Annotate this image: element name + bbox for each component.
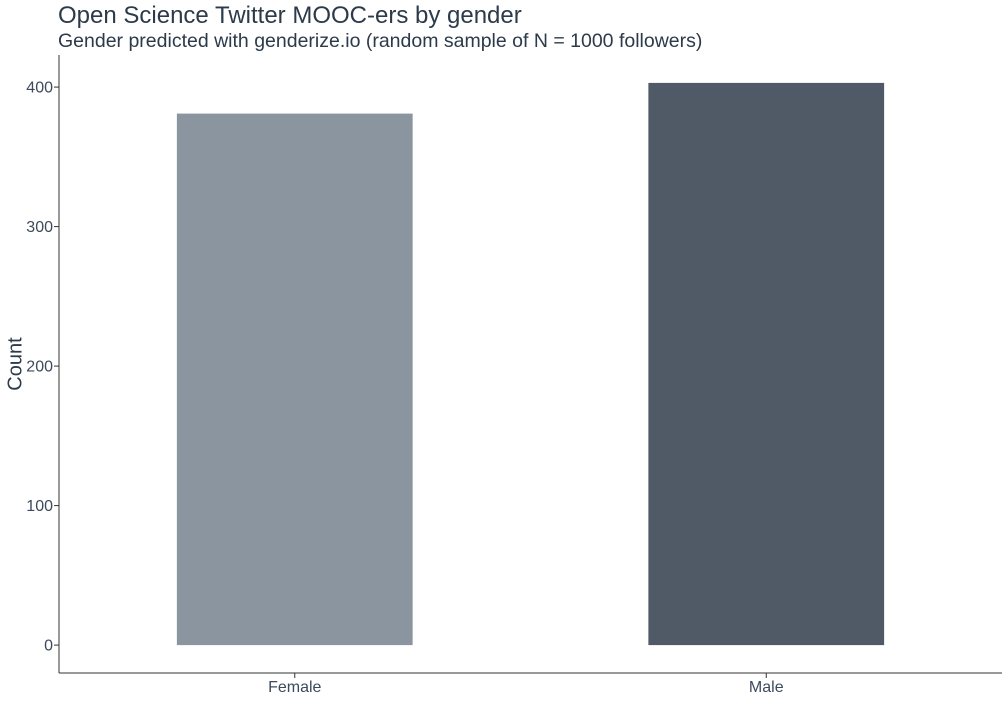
- y-tick-label: 100: [26, 498, 53, 515]
- chart-title: Open Science Twitter MOOC-ers by gender: [58, 2, 522, 29]
- chart-subtitle: Gender predicted with genderize.io (rand…: [58, 30, 703, 52]
- x-tick-label: Male: [749, 679, 784, 696]
- x-tick-label: Female: [268, 679, 321, 696]
- bars-group: [176, 82, 885, 646]
- y-tick-label: 400: [26, 80, 53, 97]
- y-tick-label: 200: [26, 359, 53, 376]
- y-tick-label: 0: [44, 638, 53, 655]
- y-tick-label: 300: [26, 219, 53, 236]
- bar-female: [176, 113, 413, 646]
- bar-male: [648, 82, 885, 646]
- axes-group: Female Male 0 100 200 300 400: [26, 55, 1002, 696]
